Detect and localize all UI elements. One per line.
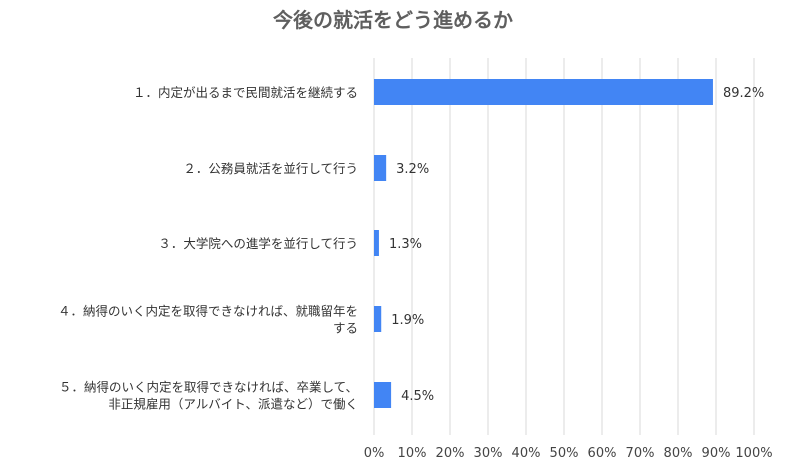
x-tick-label: 30%: [474, 446, 503, 461]
category-label: ５．納得のいく内定を取得できなければ、卒業して、: [59, 380, 358, 395]
value-label: 89.2%: [723, 86, 764, 101]
x-tick-label: 0%: [364, 446, 385, 461]
category-label: 非正規雇用（アルバイト、派遣など）で働く: [108, 397, 358, 412]
bar: [374, 382, 392, 408]
x-tick-label: 70%: [626, 446, 655, 461]
x-tick-label: 80%: [664, 446, 693, 461]
x-tick-label: 20%: [436, 446, 465, 461]
x-tick-label: 50%: [550, 446, 579, 461]
category-label: する: [333, 321, 358, 336]
x-tick-label: 60%: [588, 446, 617, 461]
bar: [374, 79, 713, 105]
category-label: １．内定が出るまで民間就活を継続する: [133, 85, 358, 100]
x-tick-label: 10%: [398, 446, 427, 461]
category-label: ４．納得のいく内定を取得できなければ、就職留年を: [58, 304, 358, 319]
bar: [374, 230, 379, 256]
category-label: ２．公務員就活を並行して行う: [183, 161, 358, 176]
chart-title: 今後の就活をどう進めるか: [273, 8, 513, 32]
bar: [374, 306, 382, 332]
value-label: 1.9%: [391, 313, 424, 328]
x-tick-label: 100%: [735, 446, 772, 461]
bar: [374, 155, 387, 181]
category-label: ３．大学院への進学を並行して行う: [158, 236, 358, 251]
x-tick-label: 90%: [702, 446, 731, 461]
value-label: 4.5%: [401, 389, 434, 404]
value-label: 3.2%: [396, 162, 429, 177]
x-tick-label: 40%: [512, 446, 541, 461]
value-label: 1.3%: [389, 237, 422, 252]
